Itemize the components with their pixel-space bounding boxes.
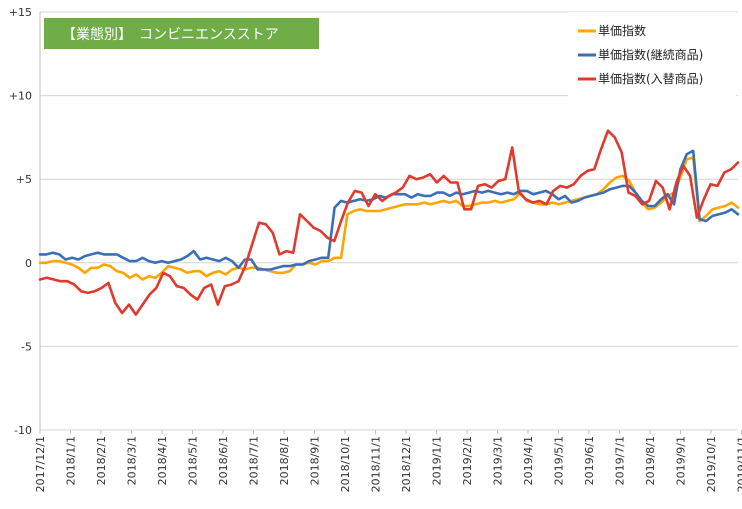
- x-tick-label: 2018/8/1: [278, 436, 291, 485]
- legend-label-unit-price: 単価指数: [598, 23, 646, 38]
- x-tick-label: 2018/1/1: [65, 436, 78, 485]
- x-tick-label: 2018/4/1: [156, 436, 169, 485]
- x-tick-label: 2019/2/1: [461, 436, 474, 485]
- x-tick-label: 2019/10/1: [705, 436, 718, 492]
- y-tick-label: 0: [25, 257, 32, 270]
- x-tick-label: 2019/8/1: [644, 436, 657, 485]
- y-tick-label: +15: [9, 6, 32, 19]
- y-tick-label: +5: [16, 173, 32, 186]
- y-tick-label: -5: [21, 340, 32, 353]
- x-tick-label: 2017/12/1: [34, 436, 47, 492]
- x-tick-label: 2018/9/1: [309, 436, 322, 485]
- y-tick-label: -10: [14, 424, 32, 437]
- series-line-continuing-items: [38, 149, 740, 271]
- x-tick-label: 2018/11/1: [370, 436, 383, 492]
- series-line-unit-price: [38, 156, 740, 281]
- x-tick-label: 2019/1/1: [431, 436, 444, 485]
- x-tick-label: 2019/4/1: [522, 436, 535, 485]
- x-tick-label: 2018/3/1: [126, 436, 139, 485]
- y-tick-label: +10: [9, 90, 32, 103]
- x-tick-label: 2018/10/1: [339, 436, 352, 492]
- x-axis: 2017/12/1 2018/1/1 2018/2/1 2018/3/1 2018/4/…: [34, 430, 742, 492]
- x-tick-label: 2019/6/1: [583, 436, 596, 485]
- series-lines: [38, 129, 740, 316]
- x-tick-label: 2018/5/1: [187, 436, 200, 485]
- title-banner-background: [44, 18, 319, 49]
- title-banner: 【業態別】 コンビニエンスストア: [44, 18, 319, 49]
- x-tick-label: 2019/11/1: [736, 436, 742, 492]
- legend: 単価指数 単価指数(継続商品) 単価指数(入替商品): [568, 12, 736, 98]
- x-tick-label: 2019/3/1: [492, 436, 505, 485]
- x-tick-label: 2018/6/1: [217, 436, 230, 485]
- x-tick-label: 2018/12/1: [400, 436, 413, 492]
- x-tick-label: 2019/5/1: [553, 436, 566, 485]
- x-tick-label: 2018/7/1: [248, 436, 261, 485]
- series-line-replaced-items: [38, 129, 740, 316]
- legend-label-continuing-items: 単価指数(継続商品): [598, 47, 703, 62]
- legend-label-replaced-items: 単価指数(入替商品): [598, 71, 703, 86]
- x-tick-label: 2018/2/1: [95, 436, 108, 485]
- x-tick-label: 2019/7/1: [614, 436, 627, 485]
- x-tick-label: 2019/9/1: [675, 436, 688, 485]
- y-axis: +15 +10 +5 0 -5 -10: [9, 6, 41, 437]
- chart-title: 【業態別】 コンビニエンスストア: [62, 27, 279, 43]
